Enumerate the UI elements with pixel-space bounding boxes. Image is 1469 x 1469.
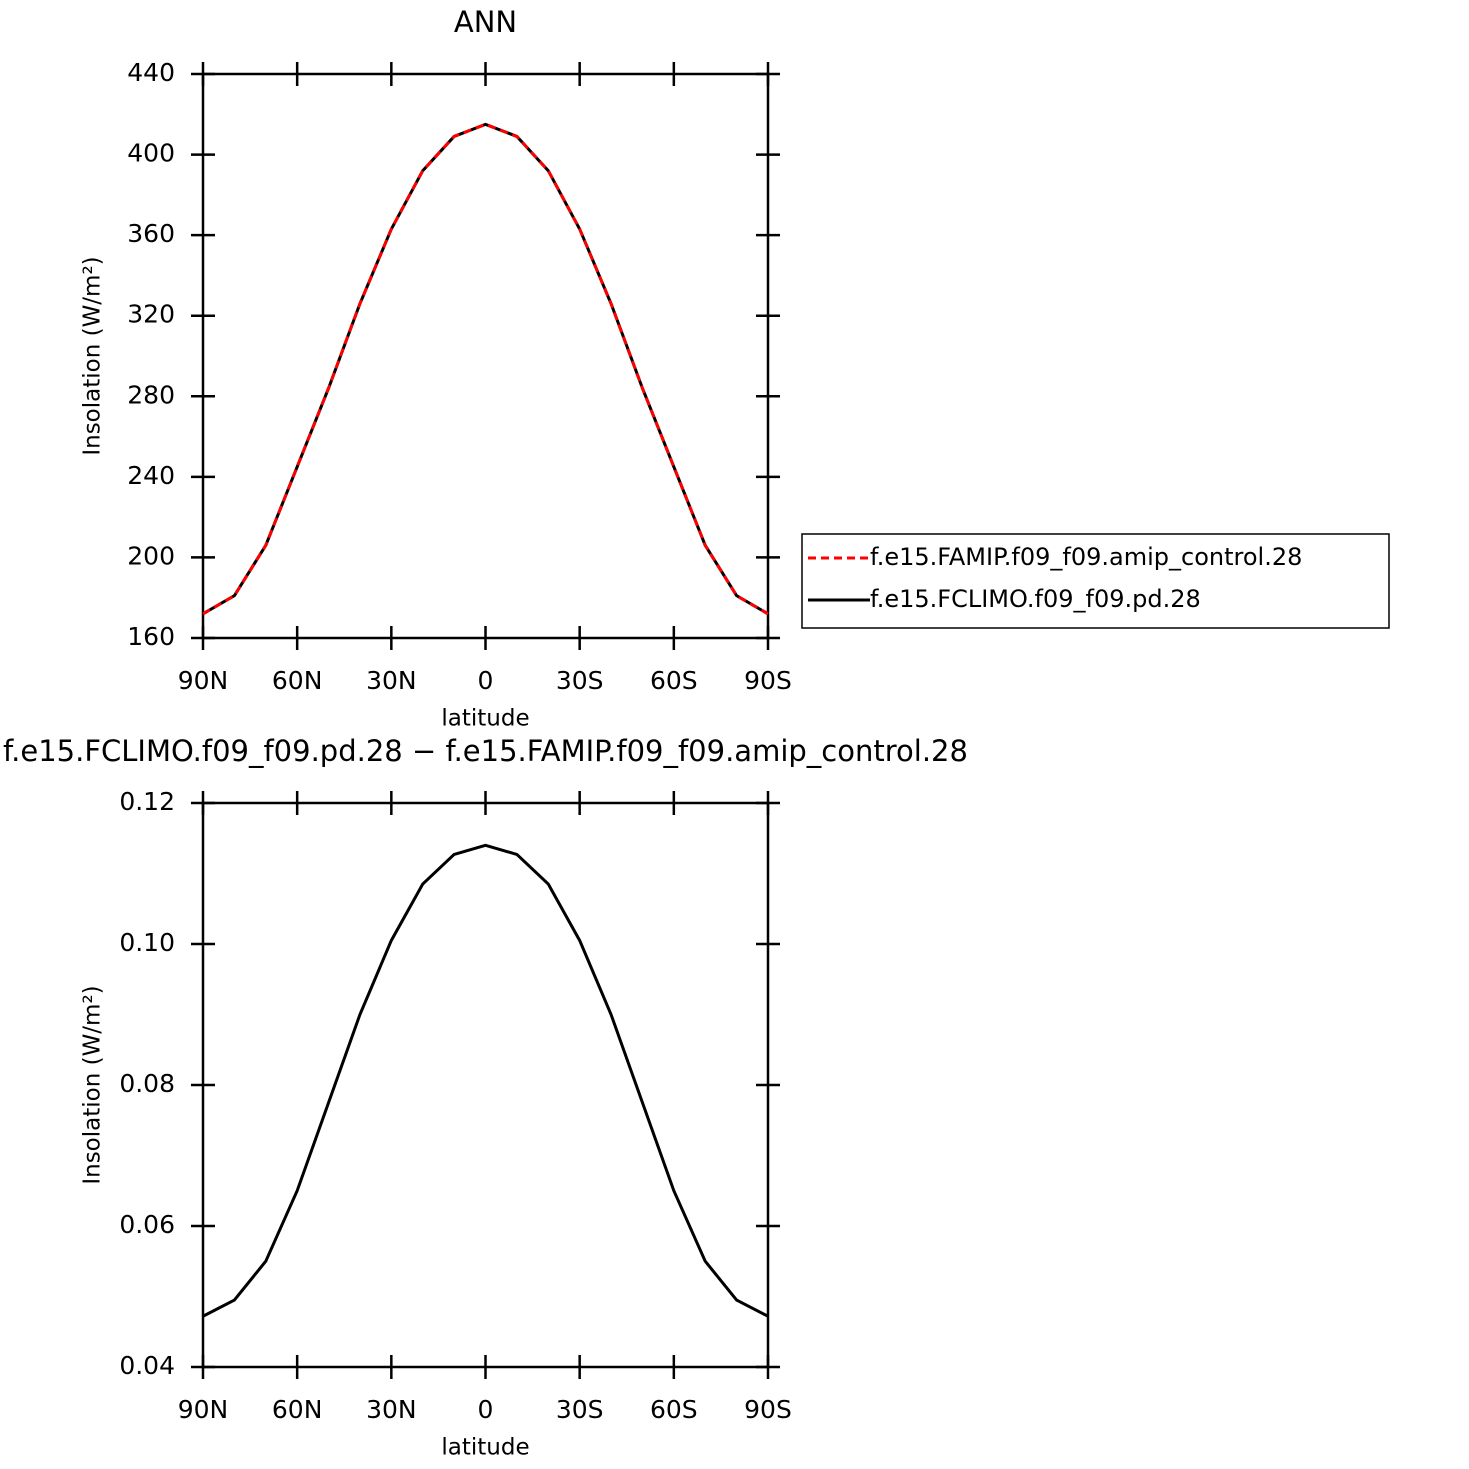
x-tick-label: 30S (556, 666, 604, 695)
x-tick-label: 60N (272, 666, 323, 695)
y-tick-label: 320 (127, 300, 175, 329)
y-axis-label: Insolation (W/m²) (80, 985, 106, 1184)
y-tick-label: 160 (127, 622, 175, 651)
chart-title: f.e15.FCLIMO.f09_f09.pd.28 − f.e15.FAMIP… (3, 734, 968, 768)
chart-title: ANN (454, 5, 517, 39)
y-tick-label: 0.08 (119, 1069, 175, 1098)
x-tick-label: 60S (650, 1395, 698, 1424)
data-line (202, 122, 769, 616)
x-axis-label: latitude (441, 1435, 529, 1461)
legend-box (801, 533, 1390, 629)
x-tick-label: 60N (272, 1395, 323, 1424)
x-tick-label: 30N (366, 1395, 417, 1424)
legend-label: f.e15.FAMIP.f09_f09.amip_control.28 (870, 543, 1302, 571)
y-tick-label: 0.04 (119, 1351, 175, 1380)
y-axis-label: Insolation (W/m²) (80, 256, 106, 455)
x-tick-label: 90N (178, 666, 229, 695)
y-tick-label: 280 (127, 380, 175, 409)
data-line (202, 122, 769, 616)
y-tick-label: 0.06 (119, 1210, 175, 1239)
x-tick-label: 30S (556, 1395, 604, 1424)
x-tick-label: 90N (178, 1395, 229, 1424)
legend-label: f.e15.FCLIMO.f09_f09.pd.28 (870, 585, 1201, 613)
y-tick-label: 0.12 (119, 787, 175, 816)
data-line (202, 843, 769, 1318)
y-tick-label: 0.10 (119, 928, 175, 957)
plot-frame (201, 801, 770, 1369)
x-tick-label: 0 (478, 666, 494, 695)
y-tick-label: 360 (127, 219, 175, 248)
x-tick-label: 30N (366, 666, 417, 695)
x-tick-label: 0 (478, 1395, 494, 1424)
y-tick-label: 240 (127, 461, 175, 490)
x-tick-label: 90S (744, 1395, 792, 1424)
x-tick-label: 60S (650, 666, 698, 695)
y-tick-label: 440 (127, 58, 175, 87)
x-axis-label: latitude (441, 706, 529, 732)
plot-frame (201, 72, 770, 640)
y-tick-label: 200 (127, 541, 175, 570)
y-tick-label: 400 (127, 139, 175, 168)
x-tick-label: 90S (744, 666, 792, 695)
